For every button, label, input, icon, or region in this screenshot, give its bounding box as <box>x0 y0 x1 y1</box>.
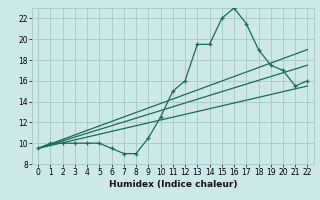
X-axis label: Humidex (Indice chaleur): Humidex (Indice chaleur) <box>108 180 237 189</box>
